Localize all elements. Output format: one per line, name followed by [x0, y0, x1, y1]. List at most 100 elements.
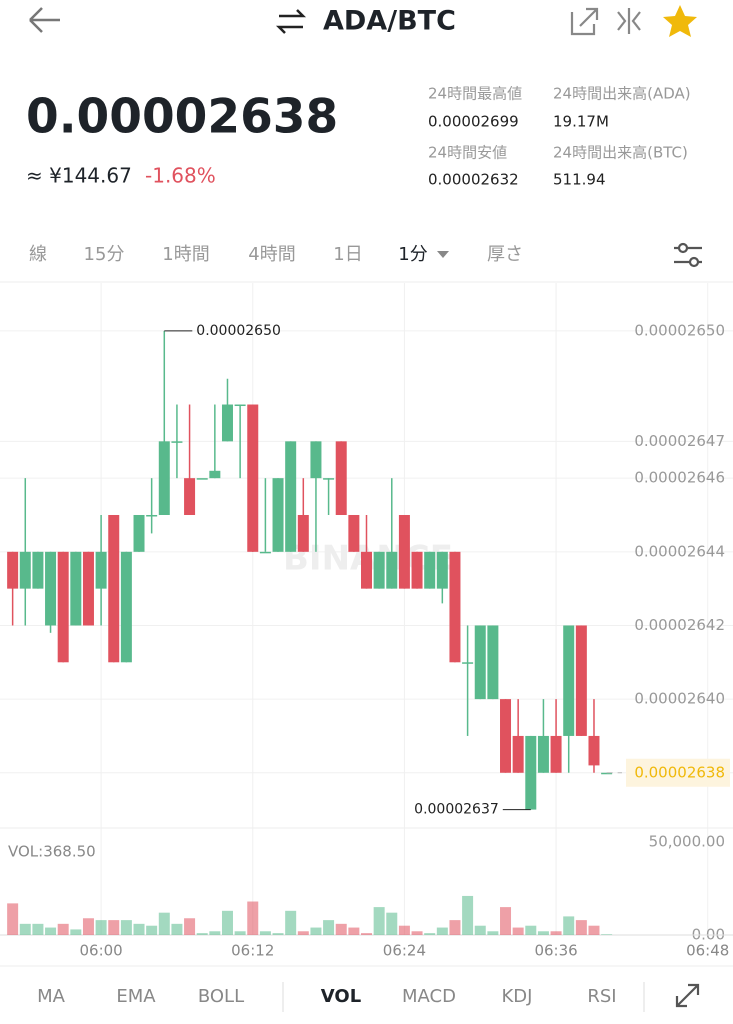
volume-bar — [474, 925, 486, 935]
volume-bar — [70, 929, 82, 935]
candle-body — [259, 551, 271, 554]
candle-body — [563, 625, 575, 736]
candle-body — [146, 514, 158, 517]
candle-body — [500, 699, 512, 773]
volume-bar — [196, 933, 208, 935]
interval-tab[interactable]: 線 — [29, 244, 47, 265]
share-icon — [570, 7, 599, 36]
volume-bar — [285, 910, 297, 935]
candle-body — [196, 478, 208, 480]
indicator-tab[interactable]: MA — [37, 986, 66, 1007]
indicator-tab[interactable]: EMA — [116, 986, 156, 1007]
dropdown-caret — [437, 251, 449, 258]
swap-icon[interactable] — [275, 9, 307, 34]
candle-body — [424, 551, 436, 589]
volume-bar — [500, 907, 512, 935]
compare-button[interactable] — [617, 8, 641, 34]
y-tick-label: 0.00002638 — [634, 763, 725, 781]
volume-bar — [487, 931, 499, 935]
volume-bar — [424, 933, 436, 935]
candle-body — [462, 662, 474, 664]
y-tick-label: 0.00002642 — [634, 616, 725, 634]
volume-bar — [462, 895, 474, 935]
indicator-tab[interactable]: VOL — [321, 986, 361, 1007]
candle-body — [247, 404, 259, 552]
candle-body — [184, 478, 196, 515]
volume-bar — [335, 923, 347, 935]
indicator-tab[interactable]: RSI — [587, 986, 616, 1007]
y-tick-label: 0.00002640 — [634, 690, 725, 708]
interval-tab[interactable]: 厚さ — [487, 244, 523, 265]
compare-icon — [617, 8, 641, 34]
candle-body — [95, 551, 107, 589]
stat-value: 0.00002632 — [428, 171, 519, 189]
candle-body — [133, 514, 145, 552]
candle-body — [19, 551, 31, 589]
volume-bar — [221, 910, 233, 935]
candle-body — [45, 551, 57, 626]
indicator-tab[interactable]: MACD — [402, 986, 456, 1007]
favorite-star[interactable] — [663, 5, 697, 37]
candle-body — [221, 404, 233, 442]
volume-bar — [247, 901, 259, 935]
candle-body — [398, 514, 410, 589]
candle-body — [120, 551, 132, 663]
indicator-tab[interactable]: BOLL — [198, 986, 244, 1007]
interval-tab[interactable]: 15分 — [84, 244, 125, 265]
stat-value: 0.00002699 — [428, 113, 519, 131]
candle-body — [436, 551, 448, 589]
stat-value: 19.17M — [553, 113, 609, 131]
candle-body — [348, 514, 360, 552]
candle-body — [108, 514, 120, 663]
candle-body — [525, 735, 537, 810]
share-button[interactable] — [570, 7, 599, 36]
settings-knob — [677, 242, 689, 254]
volume-bar — [436, 927, 448, 935]
volume-bar — [272, 933, 284, 935]
fullscreen-button[interactable] — [675, 983, 700, 1008]
price-change: -1.68% — [145, 164, 216, 188]
annotation-label: 0.00002650 — [196, 323, 281, 339]
candle-body — [158, 441, 170, 515]
stat-label: 24時間安値 — [428, 144, 507, 162]
candle-body — [537, 735, 549, 773]
volume-bar — [184, 918, 196, 935]
indicator-tab[interactable]: KDJ — [502, 986, 533, 1007]
volume-bar — [588, 925, 600, 935]
candle-body — [209, 470, 221, 479]
volume-bar — [575, 920, 587, 935]
volume-bar — [411, 931, 423, 935]
interval-tab[interactable]: 1分 — [398, 244, 427, 265]
chart-settings-button[interactable] — [674, 242, 702, 268]
candle-body — [411, 551, 423, 589]
candle-body — [601, 772, 613, 775]
interval-tab[interactable]: 1日 — [333, 244, 362, 265]
volume-bar — [525, 925, 537, 935]
candle-body — [373, 551, 385, 589]
stat-label: 24時間出来高(ADA) — [553, 85, 691, 103]
candle-body — [82, 551, 94, 626]
x-tick-label: 06:12 — [231, 942, 274, 960]
volume-bar — [108, 920, 120, 935]
settings-knob — [688, 256, 700, 268]
volume-bar — [45, 927, 57, 935]
back-button[interactable] — [29, 7, 60, 33]
candle-body — [588, 735, 600, 766]
back-arrow — [29, 7, 60, 33]
candle-body — [449, 551, 461, 663]
interval-tab[interactable]: 4時間 — [248, 244, 295, 265]
volume-bar — [209, 931, 221, 935]
volume-bar — [601, 934, 613, 935]
x-tick-label: 06:24 — [383, 942, 426, 960]
stat-value: 511.94 — [553, 171, 606, 189]
y-tick-label: 0.00002650 — [634, 321, 725, 339]
volume-bar — [563, 916, 575, 935]
stat-label: 24時間出来高(BTC) — [553, 144, 688, 162]
y-tick-label: 0.00002644 — [634, 542, 725, 560]
volume-bar — [57, 923, 69, 935]
volume-bar — [120, 920, 132, 935]
interval-tab[interactable]: 1時間 — [162, 244, 209, 265]
volume-bar — [323, 920, 335, 935]
volume-bar — [95, 920, 107, 935]
